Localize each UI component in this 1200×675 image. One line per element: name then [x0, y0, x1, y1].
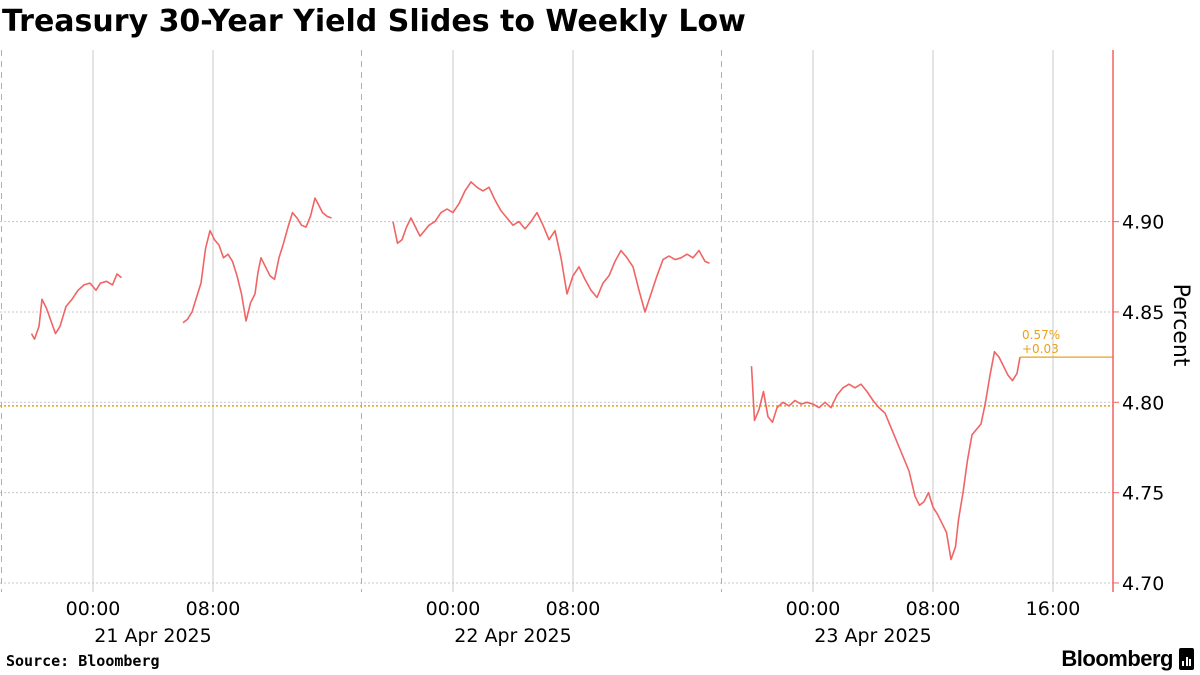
x-tick-label: 08:00 [906, 598, 961, 620]
x-tick-label: 00:00 [426, 598, 481, 620]
x-tick-label: 00:00 [66, 598, 121, 620]
gridlines [0, 50, 1113, 592]
y-axis-title: Percent [1168, 284, 1193, 367]
yield-line [30, 181, 1113, 561]
chart-title: Treasury 30-Year Yield Slides to Weekly … [2, 4, 746, 39]
source-note: Source: Bloomberg [6, 652, 160, 670]
yield-segment [30, 273, 122, 340]
x-tick-label: 08:00 [546, 598, 601, 620]
yield-segment [392, 181, 710, 313]
y-axis [1112, 50, 1119, 592]
yield-segment [750, 350, 1021, 561]
day-label: 21 Apr 2025 [94, 625, 211, 647]
y-tick-label: 4.90 [1122, 212, 1164, 234]
x-tick-label: 00:00 [786, 598, 841, 620]
y-tick-label: 4.70 [1122, 573, 1164, 595]
x-tick-label: 16:00 [1026, 598, 1081, 620]
y-tick-label: 4.75 [1122, 483, 1164, 505]
yield-segment [182, 197, 332, 324]
y-tick-label: 4.80 [1122, 392, 1164, 414]
bloomberg-icon [1179, 648, 1194, 670]
day-label: 23 Apr 2025 [814, 625, 931, 647]
axis-labels: 4.70 4.75 4.80 4.85 4.90 00:00 08:00 21 Apr 202… [66, 212, 1193, 647]
x-tick-label: 08:00 [186, 598, 241, 620]
change-pct-label: 0.57% [1022, 328, 1060, 342]
change-abs-label: +0.03 [1022, 342, 1059, 356]
day-label: 22 Apr 2025 [454, 625, 571, 647]
bloomberg-logo: Bloomberg [1061, 646, 1194, 672]
y-tick-label: 4.85 [1122, 302, 1164, 324]
brand-name: Bloomberg [1061, 646, 1173, 671]
